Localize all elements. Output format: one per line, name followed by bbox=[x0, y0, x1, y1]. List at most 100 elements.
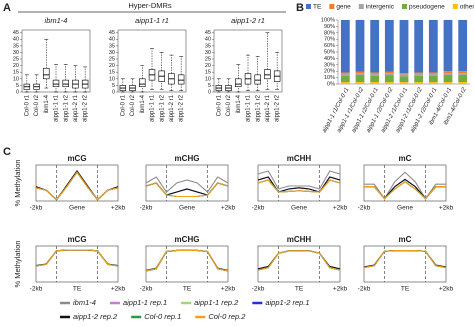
y-tick-label: 20 bbox=[205, 63, 211, 69]
x-tick-label: aipp1-2 r1 bbox=[73, 94, 79, 122]
x-tick-label: aipp1-1 r1 bbox=[54, 94, 60, 122]
x-tick-label: Gene bbox=[397, 205, 413, 212]
bar-segment bbox=[399, 74, 409, 77]
x-tick-label: aipp1-2 r1 bbox=[265, 94, 271, 122]
y-axis-label: % Methylation bbox=[13, 159, 22, 206]
data-line bbox=[363, 250, 447, 268]
x-tick-label: TE bbox=[183, 286, 192, 293]
plot-frame bbox=[145, 245, 229, 283]
bar-segment bbox=[428, 82, 438, 84]
bar-segment bbox=[355, 71, 365, 74]
x-tick-label: -2kb bbox=[30, 205, 43, 212]
bar-segment bbox=[370, 73, 380, 76]
x-tick-label: Col-0 r2 bbox=[130, 94, 136, 116]
x-tick-label: +2kb bbox=[111, 205, 126, 212]
legend-label: aipp1-1 rep.1 bbox=[123, 298, 167, 307]
y-tick-label: 100% bbox=[321, 17, 335, 23]
data-line bbox=[363, 250, 447, 269]
bar-segment bbox=[355, 82, 365, 84]
legend-swatch bbox=[306, 4, 311, 9]
y-tick-label: 45 bbox=[109, 30, 115, 36]
legend-label: intergenic bbox=[366, 4, 395, 11]
y-axis-label: % Methylation bbox=[13, 240, 22, 287]
plot-frame bbox=[257, 245, 341, 283]
legend-label: Col-0 rep.1 bbox=[144, 312, 181, 321]
bar-segment bbox=[458, 75, 468, 83]
data-line bbox=[145, 249, 229, 272]
legend-label: ibm1-4 bbox=[73, 298, 96, 307]
x-tick-label: Gene bbox=[291, 205, 307, 212]
plot-frame bbox=[35, 245, 119, 283]
data-line bbox=[364, 181, 446, 200]
box bbox=[52, 79, 60, 88]
bar-segment bbox=[340, 75, 350, 83]
bar-segment bbox=[428, 73, 438, 76]
data-line bbox=[35, 171, 119, 201]
plot-frame bbox=[213, 29, 283, 93]
subplot-title: ibm1-4 bbox=[45, 16, 68, 25]
y-tick-label: 30 bbox=[205, 50, 211, 56]
legend-label: aipp1-1 rep.2 bbox=[194, 298, 239, 307]
subplot-title: mCG bbox=[67, 154, 86, 163]
data-line bbox=[363, 250, 447, 269]
y-tick-label: 15 bbox=[109, 70, 115, 76]
y-tick-label: 35 bbox=[205, 43, 211, 49]
bar-segment bbox=[340, 20, 350, 73]
x-tick-label: aipp1-1 r2 bbox=[63, 94, 69, 122]
y-tick-label: 15 bbox=[13, 70, 19, 76]
y-tick-label: 10% bbox=[324, 75, 335, 81]
y-tick-label: 30 bbox=[109, 50, 115, 56]
y-tick-label: 5 bbox=[112, 83, 115, 89]
box bbox=[139, 78, 146, 88]
bar-segment bbox=[428, 75, 438, 83]
panel-label: C bbox=[3, 146, 11, 158]
y-tick-label: 15 bbox=[205, 70, 211, 76]
bar-segment bbox=[399, 76, 409, 83]
x-tick-label: +2kb bbox=[439, 286, 454, 293]
x-tick-label: -2kb bbox=[140, 205, 153, 212]
y-tick-label: 10 bbox=[109, 76, 115, 82]
y-tick-label: 25 bbox=[109, 56, 115, 62]
bar-segment bbox=[428, 72, 438, 74]
data-line bbox=[35, 171, 119, 201]
bar-segment bbox=[443, 71, 453, 74]
plot-frame bbox=[145, 164, 229, 202]
y-tick-label: 60% bbox=[324, 43, 335, 49]
data-line bbox=[257, 170, 341, 190]
x-tick-label: +2kb bbox=[111, 286, 126, 293]
bar-segment bbox=[370, 72, 380, 74]
data-line bbox=[145, 249, 229, 272]
bar-segment bbox=[458, 82, 468, 84]
data-line bbox=[35, 249, 119, 267]
data-line bbox=[257, 176, 341, 193]
data-line bbox=[145, 176, 229, 193]
data-line bbox=[364, 181, 446, 200]
plot-frame bbox=[363, 245, 447, 283]
bar-segment bbox=[340, 72, 350, 74]
panel-label: A bbox=[3, 2, 11, 14]
x-tick-label: -2kb bbox=[140, 286, 153, 293]
subplot-title: mCHG bbox=[175, 154, 200, 163]
box bbox=[264, 69, 271, 80]
y-tick-label: 40 bbox=[109, 37, 115, 43]
x-tick-label: aipp1-1 r1 bbox=[246, 94, 252, 122]
x-tick-label: aipp1-1 r1 bbox=[150, 94, 156, 122]
subplot-title: mC bbox=[399, 154, 412, 163]
bar-segment bbox=[428, 20, 438, 73]
data-line bbox=[257, 250, 341, 271]
y-tick-label: 40% bbox=[324, 56, 335, 62]
y-tick-label: 90% bbox=[324, 24, 335, 30]
x-tick-label: aipp1-2 r1 bbox=[169, 94, 175, 122]
y-tick-label: 25 bbox=[205, 56, 211, 62]
box bbox=[254, 74, 261, 85]
data-line bbox=[364, 181, 446, 200]
data-line bbox=[145, 182, 229, 198]
data-line bbox=[145, 249, 229, 271]
x-tick-label: Col-0 r2 bbox=[34, 94, 40, 116]
bar-segment bbox=[399, 20, 409, 74]
x-tick-label: aipp1-1 r2 bbox=[159, 94, 165, 122]
data-line bbox=[35, 249, 119, 267]
box bbox=[62, 79, 69, 88]
data-line bbox=[35, 249, 119, 267]
data-line bbox=[257, 179, 341, 193]
